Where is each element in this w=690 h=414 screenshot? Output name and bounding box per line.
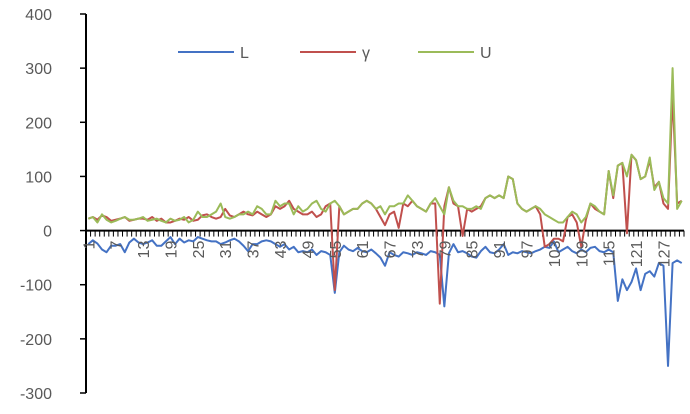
y-tick-label: 200 [25, 115, 52, 132]
y-tick-label: -200 [20, 332, 52, 349]
x-tick-label: 1 [81, 240, 98, 249]
y-tick-label: 300 [25, 61, 52, 78]
x-tick-label: 115 [602, 240, 619, 266]
x-tick-label: 127 [656, 240, 673, 267]
x-tick-label: 109 [574, 240, 591, 267]
x-tick-label: 55 [328, 240, 345, 258]
x-tick-label: 79 [437, 240, 454, 258]
x-tick-label: 43 [273, 240, 290, 258]
x-tick-label: 61 [355, 240, 372, 258]
x-tick-label: 91 [492, 240, 509, 258]
x-tick-label: 103 [547, 240, 564, 267]
legend-label-3: U [480, 45, 492, 62]
series-line-1 [87, 236, 683, 367]
legend-label-2: γ [362, 45, 370, 62]
x-tick-label: 19 [163, 240, 180, 258]
x-tick-label: 7 [109, 240, 126, 249]
series-line-2 [87, 94, 683, 305]
x-tick-label: 73 [410, 240, 427, 258]
y-tick-label: -300 [20, 386, 52, 403]
y-tick-label: -100 [20, 278, 52, 295]
x-tick-label: 49 [300, 240, 317, 258]
x-tick-label: 67 [383, 240, 400, 258]
axes-group [80, 13, 685, 394]
series-line-3 [87, 67, 683, 224]
x-tick-label: 25 [191, 240, 208, 258]
legend-label-1: L [240, 45, 249, 62]
y-tick-label: 0 [43, 224, 52, 241]
y-tick-label: 400 [25, 7, 52, 24]
x-tick-label: 13 [136, 240, 153, 258]
x-tick-label: 31 [218, 240, 235, 258]
x-tick-labels: 1 7 13 19 25 31 37 43 49 55 61 67 73 79 85 91 97 103 109 11… [81, 240, 673, 267]
y-tick-labels: -300 -200 -100 0 100 200 300 400 [20, 7, 52, 403]
x-tick-label: 37 [246, 240, 263, 258]
x-tick-label: 97 [520, 240, 537, 258]
x-tick-label: 85 [465, 240, 482, 258]
series-group [87, 67, 683, 367]
y-tick-label: 100 [25, 169, 52, 186]
x-tick-label: 121 [629, 240, 646, 267]
